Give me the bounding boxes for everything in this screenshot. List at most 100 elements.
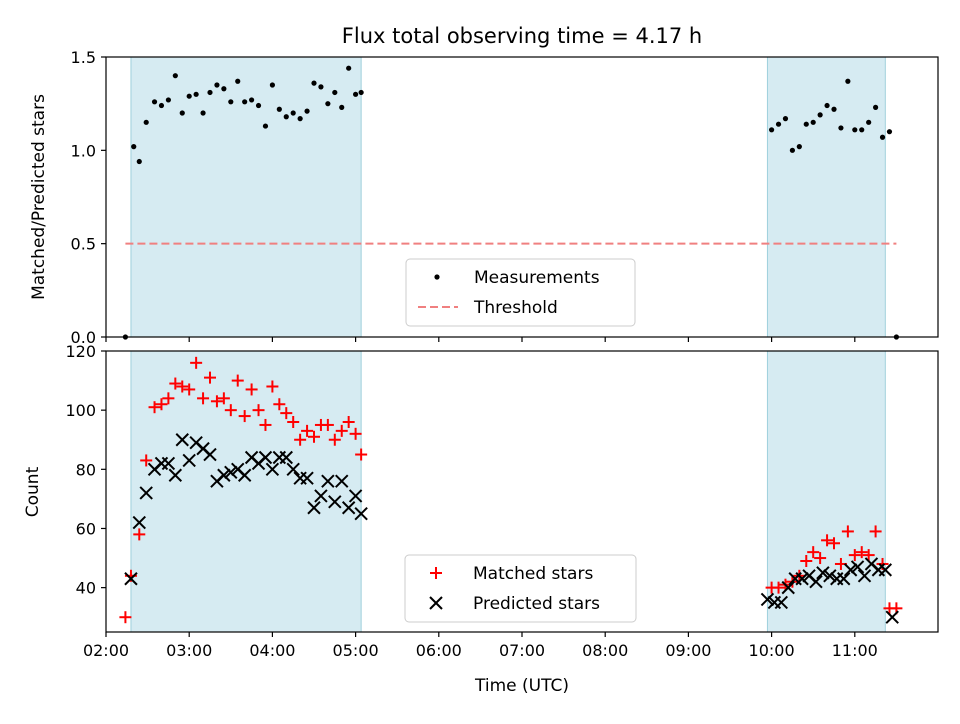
predicted-star-point (335, 474, 349, 488)
predicted-star-point (124, 572, 138, 586)
matched-star-point (335, 424, 348, 437)
x-tick-label: 09:00 (665, 641, 711, 660)
predicted-star-point (237, 468, 252, 482)
matched-star-point (266, 380, 279, 393)
measurement-point (242, 99, 248, 105)
measurement-point (207, 89, 213, 96)
measurement-point (136, 158, 142, 165)
predicted-star-point (175, 433, 189, 447)
measurement-point (228, 99, 234, 105)
bottom-y-tick-label: 100 (65, 401, 96, 420)
matched-star-point (133, 528, 146, 541)
predicted-star-point (836, 572, 851, 586)
legend-predicted-label: Predicted stars (473, 594, 600, 614)
top-axes-frame (105, 56, 939, 338)
bottom-y-tick-label: 120 (65, 342, 96, 361)
bottom-y-tick-label: 40 (76, 579, 96, 598)
predicted-star-point (300, 471, 314, 485)
bottom-y-tick-label: 80 (76, 460, 96, 479)
x-tick-label: 08:00 (582, 641, 628, 660)
measurement-point (824, 102, 830, 109)
predicted-star-point (348, 489, 363, 503)
matched-star-point (183, 383, 196, 396)
predicted-star-point (857, 569, 872, 583)
legend-matched-marker (430, 567, 442, 579)
top-y-axis-label: Matched/Predicted stars (29, 94, 49, 300)
bottom-panel: 02:00 03:00 04:00 05:00 06:00 07:00 08:00 09:00… (23, 342, 939, 696)
x-tick-label: 10:00 (749, 641, 795, 660)
matched-star-point (800, 555, 813, 568)
measurement-point (346, 65, 352, 71)
matched-star-point (355, 448, 368, 461)
matched-star-point (148, 401, 161, 414)
matched-star-point (162, 392, 175, 405)
bottom-y-ticks: 40 60 80 100 120 (65, 342, 106, 598)
matched-star-point (252, 404, 265, 417)
matched-star-point (862, 549, 875, 562)
measurement-point (290, 110, 296, 116)
predicted-star-point (354, 506, 368, 521)
matched-star-point (287, 415, 300, 428)
predicted-star-point (168, 468, 183, 482)
predicted-star-point (203, 447, 217, 462)
top-x-ticks (105, 337, 856, 342)
matched-star-point (772, 581, 785, 594)
measurement-point (158, 102, 165, 109)
matched-star-point (821, 534, 834, 547)
predicted-star-point (139, 486, 153, 500)
measurement-point (886, 129, 893, 135)
predicted-star-point (781, 580, 795, 595)
matched-star-point (855, 546, 868, 559)
legend-predicted-marker (429, 596, 443, 610)
measurement-point (859, 127, 865, 133)
measurement-point (262, 123, 269, 129)
predicted-star-point (760, 592, 775, 607)
measurement-point (810, 119, 816, 125)
matched-star-point (238, 410, 251, 423)
matched-star-point (280, 407, 293, 420)
matched-star-point (231, 374, 244, 387)
measurement-point (269, 82, 275, 88)
predicted-star-point (321, 474, 335, 488)
predicted-star-point (279, 450, 293, 465)
measurement-point (235, 78, 241, 84)
matched-star-point (245, 383, 258, 396)
measurement-point (318, 84, 324, 90)
matched-star-point (301, 424, 314, 437)
matched-star-point (273, 398, 286, 411)
measurement-point (193, 91, 199, 97)
measurement-point (249, 97, 255, 103)
measurement-point (873, 104, 879, 110)
legend-threshold-label: Threshold (473, 298, 558, 318)
measurement-point (769, 127, 775, 133)
matched-star-point (259, 418, 272, 431)
measurement-point (332, 89, 338, 96)
measurement-point (172, 73, 178, 79)
top-y-tick-label: 0.0 (71, 328, 96, 347)
matched-star-point (321, 418, 334, 431)
matched-star-point (190, 356, 203, 369)
matched-star-point (328, 433, 341, 446)
measurement-point (276, 106, 282, 112)
predicted-star-point (132, 515, 146, 530)
top-legend: Measurements Threshold (405, 258, 636, 327)
matched-star-point (814, 552, 827, 565)
matched-star-point (807, 546, 820, 559)
matched-star-point (224, 404, 237, 417)
measurement-point (852, 127, 858, 133)
matched-star-point (841, 525, 854, 538)
measurement-point (775, 121, 782, 127)
matched-star-point (119, 611, 132, 624)
predicted-star-point (850, 560, 865, 574)
bottom-legend: Matched stars Predicted stars (404, 554, 637, 623)
x-tick-label: 06:00 (416, 641, 462, 660)
matched-star-point (848, 549, 861, 562)
measurement-point (221, 86, 227, 92)
matched-star-point (294, 433, 307, 446)
measurement-point (353, 91, 359, 97)
measurement-point (789, 147, 796, 153)
matched-star-point (210, 395, 223, 408)
bottom-x-ticks: 02:00 03:00 04:00 05:00 06:00 07:00 08:00 09:00… (83, 632, 878, 660)
matched-star-point (197, 392, 210, 405)
